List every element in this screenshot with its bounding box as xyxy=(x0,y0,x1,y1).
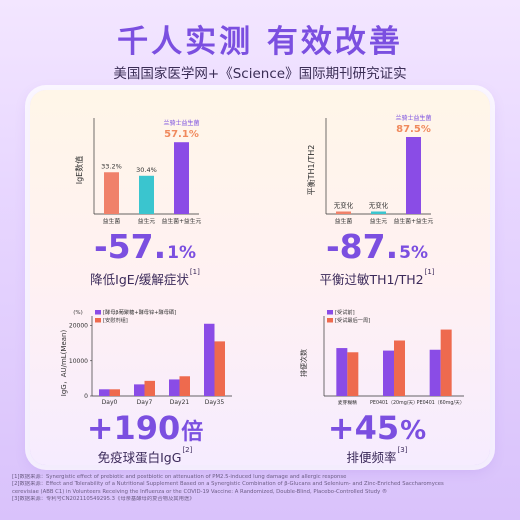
caption-stool: 排便频率[3] xyxy=(292,446,462,466)
y-unit-label: (%) xyxy=(73,310,83,316)
chart-igg: IgG，AU/mL(Mean) (%) 0 10000 20000 [酵母β葡聚糖+酵母锌… xyxy=(44,298,244,418)
x-tick-label-0: 益生菌 xyxy=(335,217,353,225)
bar-0 xyxy=(336,211,351,214)
caption-ige: 降低IgE/缓解症状[1] xyxy=(60,268,230,288)
caption-ige-text: 降低IgE/缓解症状 xyxy=(90,272,189,287)
bar-annotation: 兰骑士益生菌 xyxy=(163,119,199,127)
bar-2-0 xyxy=(429,349,441,396)
chart-igg-svg: IgG，AU/mL(Mean) (%) 0 10000 20000 [酵母β葡聚糖+酵母锌… xyxy=(60,308,232,406)
bar-0-1 xyxy=(347,352,359,396)
bar-0-0 xyxy=(336,348,348,396)
footnote-1: [1]数据来源：Synergistic effect of prebiotic … xyxy=(12,474,347,480)
x-tick-label-1: PE0401（20mg/天） xyxy=(370,400,418,406)
legend-label-0: [受试前] xyxy=(335,308,355,316)
chart-ige: IgE数值 33.2% 益生菌 30.4% 益生元 57.1% 兰骑士益生菌 益生菌+益生元 xyxy=(44,104,244,249)
stat-igg: +190倍 xyxy=(60,409,230,447)
x-tick-label-1: 益生元 xyxy=(138,217,156,225)
chart-stool: 排便次数 [受试前] [受试最后一周] 麦芽糊精 PE0401（20mg/天） PE040… xyxy=(276,298,476,418)
bar-1-1 xyxy=(394,340,405,396)
caption-igg: 免疫球蛋白IgG[2] xyxy=(60,446,230,466)
x-tick-label-0: 麦芽糊精 xyxy=(338,399,357,406)
caption-stool-text: 排便频率 xyxy=(346,450,397,465)
bar-value-label-2: 87.5% xyxy=(396,124,431,135)
y-tick-label-0: 0 xyxy=(84,393,88,400)
page-subtitle: 美国国家医学网+《Science》国际期刊研究证实 xyxy=(113,66,407,82)
stat-stool: +45% xyxy=(292,409,462,447)
footnote-4: [3]数据来源：专利号CN202110549295.3《母亲基酵母的复合物及其用… xyxy=(12,496,195,503)
caption-ige-ref: [1] xyxy=(189,268,200,276)
legend-swatch-1 xyxy=(327,318,333,323)
bar-1-1 xyxy=(144,380,155,396)
chart-th: 平衡TH1/TH2 无变化益生菌 无变化益生元 87.5% 兰骑士益生菌 益生菌+益生元 xyxy=(276,104,476,249)
bar-1-0 xyxy=(383,350,394,396)
bar-value-label-1: 30.4% xyxy=(136,166,157,174)
x-tick-label-1: Day7 xyxy=(137,399,153,406)
stat-stool-value: +45 xyxy=(327,409,400,447)
stat-ige: -57.1% xyxy=(60,227,230,266)
y-tick-label-1: 10000 xyxy=(69,358,88,365)
stat-ige-unit: 1% xyxy=(167,243,197,263)
bar-value-label-1: 无变化 xyxy=(369,201,389,210)
stat-th-value: -87. xyxy=(325,227,399,266)
y-axis-label: IgG，AU/mL(Mean) xyxy=(60,330,68,397)
footnote-3: cerevisiae (ABB C1) in Volunteers Receiv… xyxy=(12,488,388,495)
bar-annotation: 兰骑士益生菌 xyxy=(395,114,431,122)
caption-th: 平衡过敏TH1/TH2[1] xyxy=(292,268,462,288)
bar-3-1 xyxy=(214,341,225,396)
legend-swatch-0 xyxy=(327,310,333,315)
chart-stool-svg: 排便次数 [受试前][受试最后一周] 麦芽糊精 PE0401（20mg/天）PE040… xyxy=(299,308,465,406)
bar-0-0 xyxy=(99,389,110,396)
page-title: 千人实测 有效改善 xyxy=(117,24,403,60)
bar-0-1 xyxy=(109,389,120,396)
results-panel: IgE数值 33.2% 益生菌 30.4% 益生元 57.1% 兰骑士益生菌 益生菌+益生元 … xyxy=(30,90,490,465)
caption-igg-ref: [2] xyxy=(182,446,193,454)
bar-1 xyxy=(139,175,154,214)
x-tick-label-2: PE0401（60mg/天） xyxy=(417,400,465,406)
footnote-2: [2]数据来源：Effect and Tolerability of a Nut… xyxy=(12,481,444,488)
bar-1-0 xyxy=(134,384,145,396)
x-tick-label-2: 益生菌+益生元 xyxy=(162,217,202,225)
bar-2 xyxy=(174,142,189,214)
bar-2-1 xyxy=(440,329,452,396)
bar-2 xyxy=(406,137,421,214)
bar-3-0 xyxy=(204,323,215,396)
stat-igg-unit: 倍 xyxy=(181,420,204,445)
y-axis-label: IgE数值 xyxy=(74,156,84,185)
legend-label-1: [受试最后一周] xyxy=(335,316,370,324)
y-tick-label-2: 20000 xyxy=(69,323,88,330)
bar-0 xyxy=(104,172,119,214)
bar-2-0 xyxy=(169,379,180,396)
bar-value-label-0: 无变化 xyxy=(334,201,354,210)
x-tick-label-0: 益生菌 xyxy=(103,217,121,225)
stat-th: -87.5% xyxy=(292,227,462,266)
stat-ige-value: -57. xyxy=(93,227,167,266)
bar-value-label-0: 33.2% xyxy=(101,162,122,170)
bar-value-label-2: 57.1% xyxy=(164,129,199,140)
stat-igg-value: +190 xyxy=(86,409,181,447)
footnotes: [1]数据来源：Synergistic effect of prebiotic … xyxy=(12,474,510,504)
bar-1 xyxy=(371,211,386,214)
y-axis-label: 排便次数 xyxy=(299,349,308,377)
stat-th-unit: 5% xyxy=(399,243,429,263)
legend-swatch-0 xyxy=(95,310,101,315)
caption-stool-ref: [3] xyxy=(397,446,408,454)
legend-label-0: [酵母β葡聚糖+酵母锌+酵母硒] xyxy=(103,308,176,316)
legend-label-1: [安慰剂组] xyxy=(103,316,128,324)
caption-th-text: 平衡过敏TH1/TH2 xyxy=(319,272,424,287)
x-tick-label-3: Day35 xyxy=(205,399,225,406)
bar-2-1 xyxy=(179,376,190,396)
caption-th-ref: [1] xyxy=(424,268,435,276)
legend-swatch-1 xyxy=(95,318,101,323)
x-tick-label-2: Day21 xyxy=(170,399,190,406)
x-tick-label-1: 益生元 xyxy=(370,217,388,225)
x-tick-label-2: 益生菌+益生元 xyxy=(394,217,434,225)
caption-igg-text: 免疫球蛋白IgG xyxy=(97,450,182,465)
stat-stool-unit: % xyxy=(400,416,427,446)
y-axis-label: 平衡TH1/TH2 xyxy=(306,145,316,196)
x-tick-label-0: Day0 xyxy=(102,399,118,406)
